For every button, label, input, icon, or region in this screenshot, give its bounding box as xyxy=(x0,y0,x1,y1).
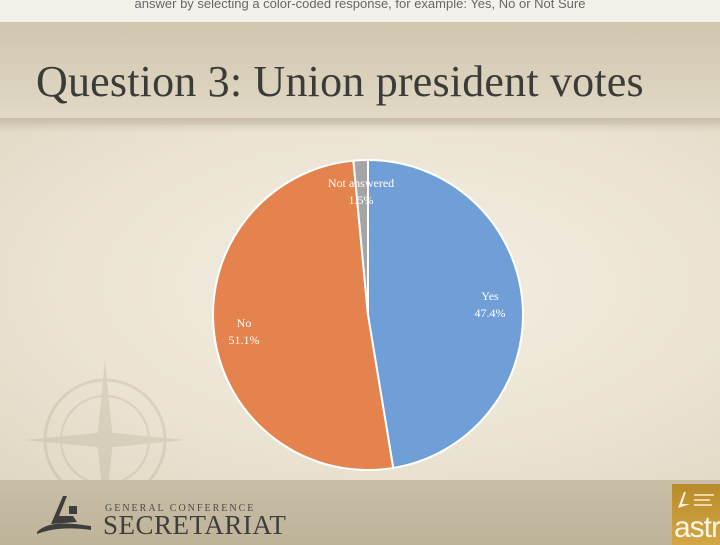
flame-logo-icon xyxy=(678,492,714,508)
slice-percent-label: 1.5% xyxy=(349,193,374,207)
astr-badge: astr xyxy=(672,484,720,545)
logo-title: SECRETARIAT xyxy=(103,510,287,540)
compass-watermark-icon xyxy=(25,360,185,485)
slice-label: Yes xyxy=(481,289,499,303)
astr-text: astr xyxy=(674,511,720,544)
church-logo-icon xyxy=(37,496,91,534)
slide-title: Question 3: Union president votes xyxy=(36,57,644,106)
title-band-shadow xyxy=(0,118,720,132)
slice-label: Not answered xyxy=(328,176,394,190)
slice-label: No xyxy=(237,316,252,330)
footer-band xyxy=(0,480,720,545)
pie-slice-not-answered xyxy=(352,158,369,316)
cropped-previous-text: answer by selecting a color-coded respon… xyxy=(0,0,720,22)
pie-slice-yes xyxy=(367,158,524,470)
logo-subtitle: GENERAL CONFERENCE xyxy=(105,503,256,514)
slice-percent-label: 51.1% xyxy=(229,333,260,347)
pie-slice-no xyxy=(211,159,395,471)
slice-percent-label: 47.4% xyxy=(475,306,506,320)
